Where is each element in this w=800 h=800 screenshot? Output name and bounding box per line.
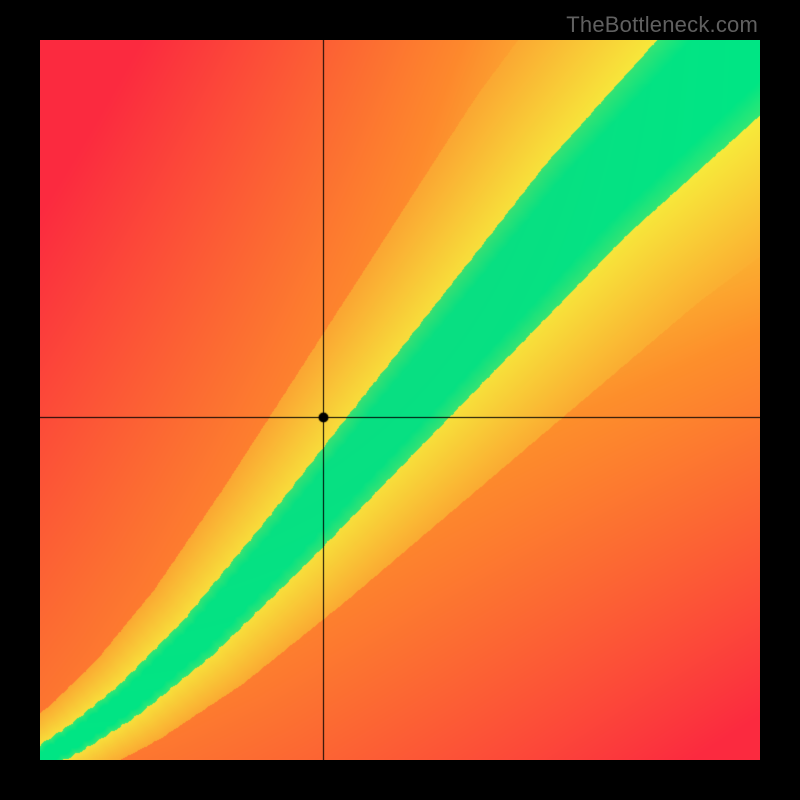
heatmap-canvas: [40, 40, 760, 760]
watermark-text: TheBottleneck.com: [566, 12, 758, 38]
